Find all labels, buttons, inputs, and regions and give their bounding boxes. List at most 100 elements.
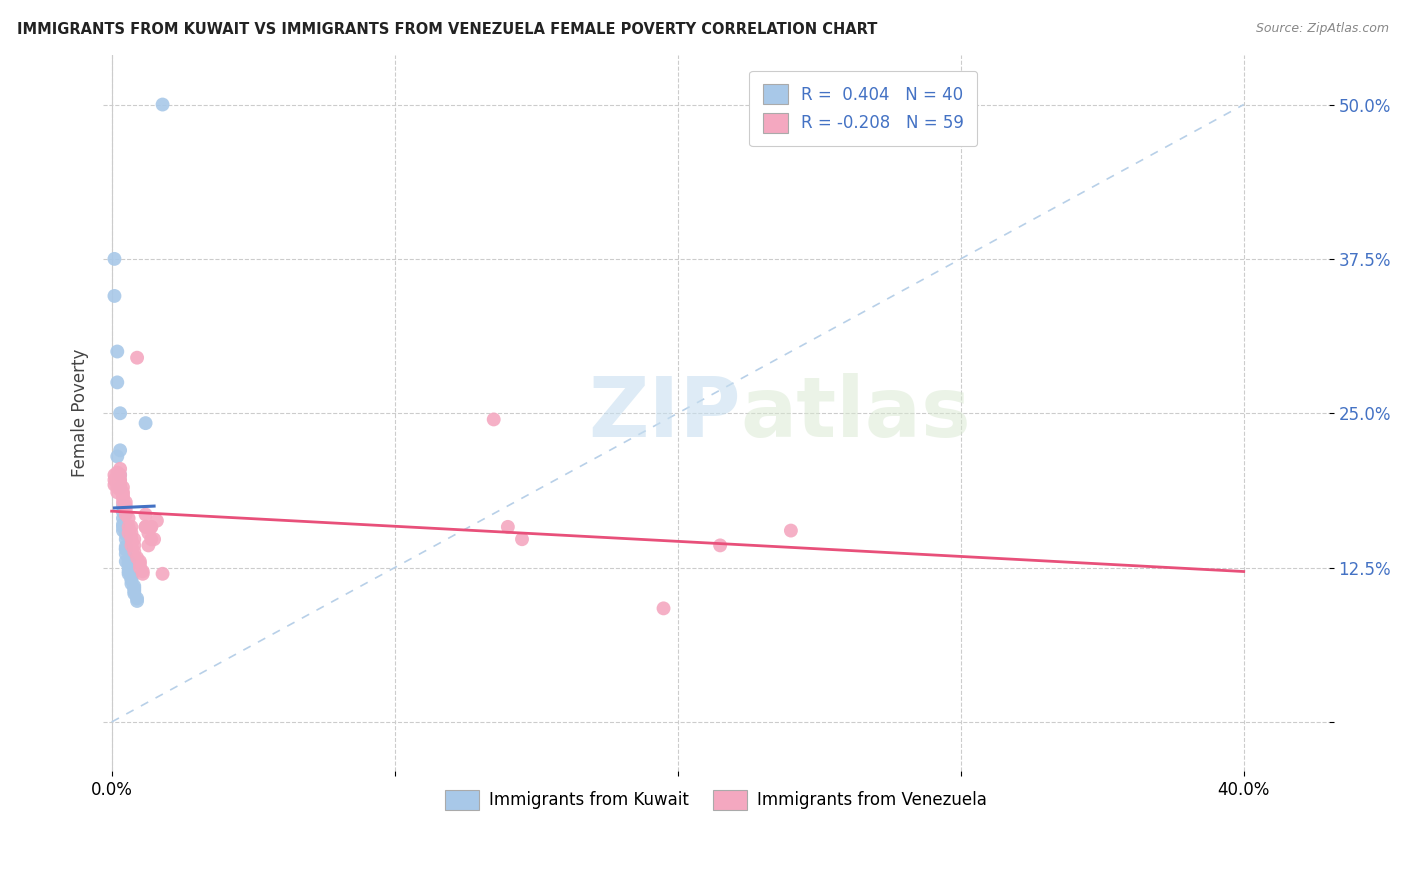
Point (111, 490, 134, 504)
Point (510, 533, 533, 547)
Point (108, 480, 131, 494)
Point (108, 474, 131, 488)
Point (496, 520, 519, 534)
Point (111, 499, 134, 513)
Legend: Immigrants from Kuwait, Immigrants from Venezuela: Immigrants from Kuwait, Immigrants from … (439, 783, 993, 817)
Point (117, 526, 139, 541)
Point (129, 557, 152, 571)
Point (103, 468, 125, 483)
Point (114, 554, 136, 568)
Point (105, 475, 128, 490)
Point (108, 462, 131, 476)
Point (122, 544, 145, 558)
Point (105, 485, 128, 500)
Point (103, 478, 125, 492)
Point (122, 582, 145, 596)
Point (141, 520, 163, 534)
Point (132, 566, 155, 581)
Point (108, 443, 131, 458)
Point (780, 524, 803, 538)
Point (114, 540, 136, 554)
Point (108, 468, 131, 483)
Point (132, 565, 155, 579)
Point (122, 533, 145, 547)
Point (152, 97, 174, 112)
Point (108, 483, 131, 497)
Point (111, 490, 134, 504)
Point (108, 468, 131, 483)
Point (122, 579, 145, 593)
Text: atlas: atlas (741, 373, 972, 454)
Text: Source: ZipAtlas.com: Source: ZipAtlas.com (1256, 22, 1389, 36)
Point (129, 554, 152, 568)
Point (111, 511, 134, 525)
Point (105, 450, 128, 464)
Point (105, 376, 128, 390)
Point (122, 584, 145, 599)
Point (120, 538, 142, 552)
Point (120, 576, 142, 591)
Point (111, 485, 134, 500)
Point (129, 560, 152, 574)
Point (117, 520, 139, 534)
Y-axis label: Female Poverty: Female Poverty (72, 349, 89, 477)
Point (135, 508, 157, 522)
Point (111, 495, 134, 509)
Point (117, 511, 139, 525)
Point (135, 416, 157, 430)
Point (108, 480, 131, 494)
Point (114, 520, 136, 534)
Point (114, 495, 136, 509)
Point (108, 406, 131, 420)
Point (120, 572, 142, 586)
Point (135, 520, 157, 534)
Point (103, 473, 125, 487)
Point (103, 289, 125, 303)
Point (652, 601, 675, 615)
Point (108, 478, 131, 492)
Point (141, 533, 163, 547)
Point (111, 486, 134, 500)
Point (117, 560, 139, 574)
Point (120, 569, 142, 583)
Point (127, 594, 149, 608)
Point (114, 499, 136, 513)
Text: ZIP: ZIP (588, 373, 741, 454)
Point (105, 344, 128, 359)
Point (114, 502, 136, 516)
Point (120, 520, 142, 534)
Point (120, 573, 142, 587)
Point (709, 538, 731, 552)
Point (120, 526, 142, 541)
Point (105, 480, 128, 494)
Point (111, 517, 134, 532)
Point (120, 533, 142, 547)
Point (141, 520, 163, 534)
Point (127, 550, 149, 565)
Point (114, 508, 136, 522)
Point (117, 566, 139, 581)
Text: IMMIGRANTS FROM KUWAIT VS IMMIGRANTS FROM VENEZUELA FEMALE POVERTY CORRELATION C: IMMIGRANTS FROM KUWAIT VS IMMIGRANTS FRO… (17, 22, 877, 37)
Point (117, 554, 139, 568)
Point (482, 412, 505, 426)
Point (105, 470, 128, 484)
Point (105, 466, 128, 480)
Point (135, 520, 157, 534)
Point (114, 542, 136, 557)
Point (138, 538, 160, 552)
Point (108, 473, 131, 487)
Point (146, 514, 169, 528)
Point (127, 351, 149, 365)
Point (114, 527, 136, 541)
Point (103, 252, 125, 266)
Point (122, 586, 145, 600)
Point (114, 547, 136, 561)
Point (114, 533, 136, 547)
Point (111, 520, 134, 534)
Point (111, 480, 134, 494)
Point (122, 538, 145, 552)
Point (117, 557, 139, 571)
Point (117, 565, 139, 579)
Point (152, 566, 174, 581)
Point (111, 524, 134, 538)
